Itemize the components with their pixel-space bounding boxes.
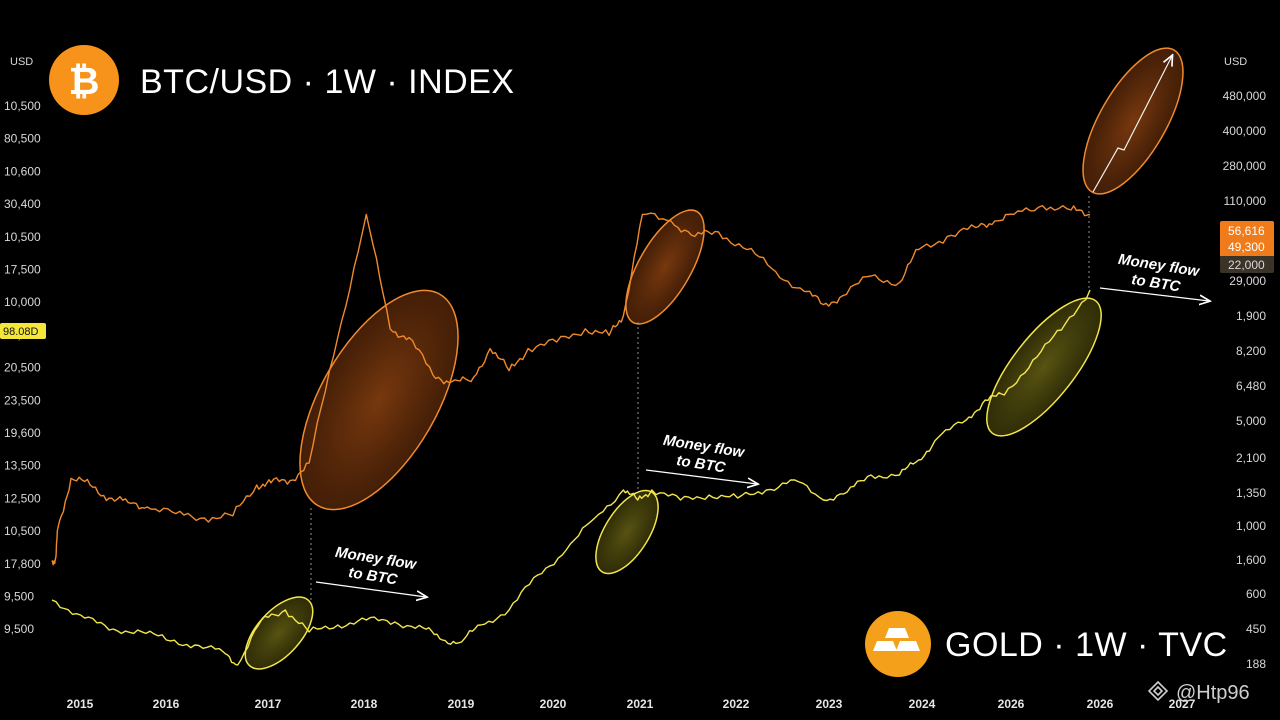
right-axis-tick: 188 [1246, 657, 1266, 671]
money-flow-arrow-2 [645, 469, 757, 484]
money-flow-annotation-1: Money flow to BTC [315, 544, 426, 597]
right-axis-tick: 29,000 [1229, 274, 1266, 288]
left-axis-tick: 13,500 [4, 459, 41, 473]
btc-header: ₿ BTC/USD · 1W · INDEX [49, 45, 515, 115]
gold-bars-icon [873, 628, 920, 651]
btc-chart-title: BTC/USD · 1W · INDEX [140, 63, 515, 101]
x-axis-year-label: 2026 [1087, 697, 1114, 711]
left-axis-tick: 17,800 [4, 557, 41, 571]
left-axis-tick: 20,500 [4, 361, 41, 375]
right-axis-tick: 600 [1246, 587, 1266, 601]
btc-rally-ellipse-2021 [625, 209, 705, 325]
right-axis-tick: 6,480 [1236, 379, 1266, 393]
btc-rally-ellipse-2017 [299, 289, 459, 511]
gold-rally-ellipse-2025 [986, 297, 1102, 437]
right-price-tags: 56,616 49,300 22,000 [1220, 221, 1274, 273]
gold-chart-title: GOLD · 1W · TVC [945, 626, 1228, 664]
bitcoin-logo-icon [49, 45, 119, 115]
right-axis-tick: 1,350 [1236, 486, 1266, 500]
left-price-tag: 98.08D [0, 323, 46, 339]
x-axis-year-label: 2017 [255, 697, 282, 711]
right-axis-tick: 1,900 [1236, 309, 1266, 323]
money-flow-annotation-2: Money flow to BTC [645, 432, 757, 484]
gold-header: GOLD · 1W · TVC [865, 611, 1228, 677]
btc-rally-ellipse-2025 [1082, 47, 1184, 195]
right-axis-tick: 8,200 [1236, 344, 1266, 358]
x-axis-year-label: 2022 [723, 697, 750, 711]
x-axis-year-label: 2021 [627, 697, 654, 711]
bitcoin-logo-glyph: ₿ [69, 59, 100, 103]
x-axis-year-label: 2015 [67, 697, 94, 711]
left-axis-tick: 23,500 [4, 393, 41, 407]
left-price-axis: 10,500 80,500 10,600 30,400 10,500 17,500 10,0… [4, 99, 41, 636]
left-axis-tick: 30,400 [4, 197, 41, 211]
x-axis-year-label: 2026 [998, 697, 1025, 711]
watermark-handle: @Htp96 [1176, 682, 1250, 704]
left-axis-tick: 10,500 [4, 230, 41, 244]
left-axis-tick: 17,500 [4, 263, 41, 277]
projection-arrow [1092, 56, 1172, 193]
x-axis-year-label: 2019 [448, 697, 475, 711]
right-currency-label: USD [1224, 56, 1247, 68]
right-axis-tick: 280,000 [1223, 159, 1267, 173]
right-axis-tick: 1,600 [1236, 553, 1266, 567]
x-axis-year-label: 2024 [909, 697, 936, 711]
left-axis-tick: 80,500 [4, 132, 41, 146]
left-axis-tick: 9,500 [4, 590, 34, 604]
left-axis-tick: 10,000 [4, 295, 41, 309]
money-flow-annotation-3: Money flow to BTC [1099, 251, 1209, 301]
x-axis-year-label: 2023 [816, 697, 843, 711]
watermark: @Htp96 [1147, 680, 1250, 704]
series-layer [51, 204, 1091, 666]
x-axis-year-label: 2020 [540, 697, 567, 711]
right-axis-tick: 1,000 [1236, 519, 1266, 533]
left-price-tag-label: 98.08D [3, 326, 39, 338]
x-axis-year-label: 2016 [153, 697, 180, 711]
left-axis-tick: 19,600 [4, 426, 41, 440]
gold-rally-ellipse-2021 [595, 489, 659, 575]
left-axis-tick: 10,500 [4, 99, 41, 113]
right-axis-tick: 2,100 [1236, 451, 1266, 465]
money-flow-arrow-3 [1099, 287, 1209, 301]
gold-logo-icon [865, 611, 931, 677]
left-axis-tick: 12,500 [4, 491, 41, 505]
right-axis-tick: 110,000 [1224, 194, 1267, 208]
right-axis-tick: 5,000 [1236, 414, 1266, 428]
right-axis-tick: 450 [1246, 622, 1266, 636]
left-currency-label: USD [10, 56, 33, 68]
x-axis-year-label: 2027 [1169, 697, 1196, 711]
orange-price-tag-top: 56,616 [1228, 224, 1265, 238]
left-axis-tick: 10,500 [4, 524, 41, 538]
right-axis-tick: 480,000 [1223, 89, 1267, 103]
x-axis-year-label: 2018 [351, 697, 378, 711]
flow-connectors [310, 196, 1090, 602]
btc-price-line [51, 204, 1091, 566]
binance-diamond-icon [1147, 680, 1169, 702]
right-price-axis: 480,000 400,000 280,000 110,000 22,000 29,000… [1223, 89, 1267, 671]
left-axis-tick: 10,600 [4, 164, 41, 178]
orange-price-tag-bottom: 49,300 [1228, 240, 1265, 254]
left-axis-tick: 9,500 [4, 622, 34, 636]
time-axis: 2015 2016 2017 2018 2019 2020 2021 2022 2023 2024… [67, 697, 1196, 711]
money-flow-arrow-1 [315, 581, 426, 597]
gold-price-line [51, 289, 1091, 666]
right-axis-tick: 400,000 [1223, 124, 1267, 138]
dark-price-tag: 22,000 [1228, 258, 1265, 272]
